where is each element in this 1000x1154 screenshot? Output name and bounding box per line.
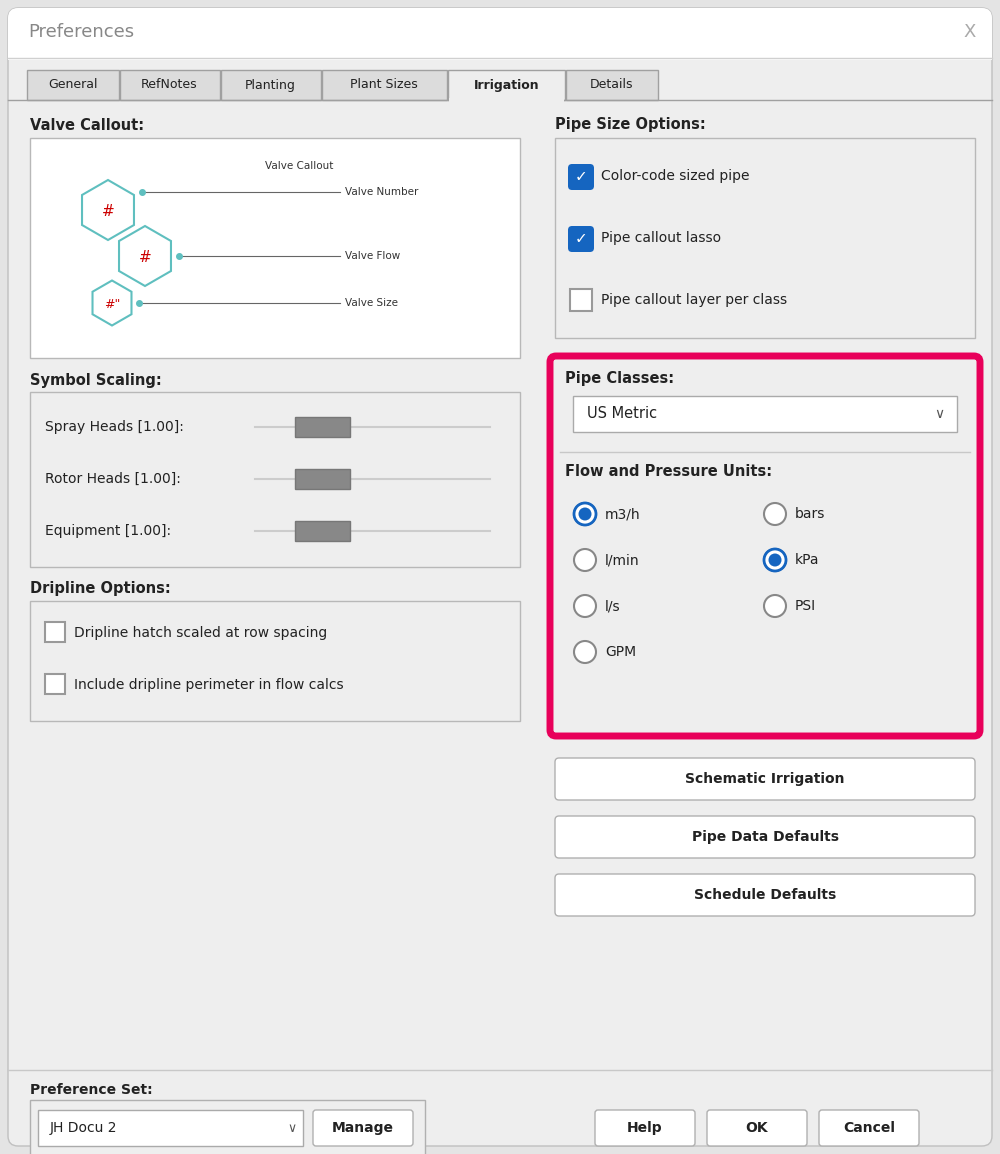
Bar — [295, 417, 350, 437]
Circle shape — [578, 508, 592, 520]
Text: RefNotes: RefNotes — [141, 78, 198, 91]
FancyBboxPatch shape — [568, 164, 594, 190]
Text: Spray Heads [1.00]:: Spray Heads [1.00]: — [45, 420, 184, 434]
Text: #": #" — [104, 298, 120, 310]
Circle shape — [764, 503, 786, 525]
Text: Dripline Options:: Dripline Options: — [30, 582, 171, 597]
Circle shape — [574, 503, 596, 525]
Bar — [27, 70, 119, 100]
FancyBboxPatch shape — [555, 758, 975, 800]
Circle shape — [574, 549, 596, 571]
FancyBboxPatch shape — [707, 1110, 807, 1146]
Text: bars: bars — [795, 507, 825, 520]
Text: Help: Help — [627, 1121, 663, 1136]
Circle shape — [574, 503, 596, 525]
Text: Color-code sized pipe: Color-code sized pipe — [601, 168, 750, 183]
Bar — [449, 98, 564, 102]
Text: Schematic Irrigation: Schematic Irrigation — [685, 772, 845, 786]
Text: Planting: Planting — [245, 78, 296, 91]
Text: ✓: ✓ — [575, 170, 587, 185]
Text: OK: OK — [746, 1121, 768, 1136]
FancyBboxPatch shape — [555, 816, 975, 859]
FancyBboxPatch shape — [8, 8, 992, 60]
FancyBboxPatch shape — [8, 8, 992, 1146]
Bar — [38, 1110, 303, 1146]
Text: Equipment [1.00]:: Equipment [1.00]: — [45, 524, 171, 538]
Text: ∨: ∨ — [287, 1122, 297, 1134]
Text: Pipe Classes:: Pipe Classes: — [565, 370, 674, 385]
Circle shape — [764, 549, 786, 571]
Text: PSI: PSI — [795, 599, 816, 613]
Text: Symbol Scaling:: Symbol Scaling: — [30, 373, 162, 388]
Bar — [120, 70, 220, 100]
Circle shape — [574, 640, 596, 664]
Text: Manage: Manage — [332, 1121, 394, 1136]
Circle shape — [768, 554, 782, 567]
Text: #: # — [102, 204, 114, 219]
FancyBboxPatch shape — [819, 1110, 919, 1146]
Circle shape — [764, 595, 786, 617]
FancyBboxPatch shape — [313, 1110, 413, 1146]
Circle shape — [574, 595, 596, 617]
Text: Rotor Heads [1.00]:: Rotor Heads [1.00]: — [45, 472, 181, 486]
Bar — [30, 601, 520, 721]
Text: General: General — [48, 78, 98, 91]
Polygon shape — [119, 226, 171, 286]
Bar — [295, 520, 350, 541]
FancyBboxPatch shape — [555, 874, 975, 916]
Text: l/s: l/s — [605, 599, 621, 613]
Text: Schedule Defaults: Schedule Defaults — [694, 887, 836, 902]
Text: Valve Number: Valve Number — [345, 187, 418, 197]
Text: US Metric: US Metric — [587, 406, 657, 421]
Text: l/min: l/min — [605, 553, 640, 567]
Bar — [45, 622, 65, 642]
Text: Valve Callout: Valve Callout — [265, 162, 334, 171]
Text: JH Docu 2: JH Docu 2 — [50, 1121, 118, 1136]
Text: Pipe Size Options:: Pipe Size Options: — [555, 118, 706, 133]
Text: Cancel: Cancel — [843, 1121, 895, 1136]
Text: Flow and Pressure Units:: Flow and Pressure Units: — [565, 465, 772, 480]
Text: m3/h: m3/h — [605, 507, 641, 520]
Text: Irrigation: Irrigation — [474, 78, 539, 91]
Text: Valve Callout:: Valve Callout: — [30, 118, 144, 133]
Bar — [570, 288, 592, 310]
Bar — [555, 138, 975, 338]
Text: Preferences: Preferences — [28, 23, 134, 42]
FancyBboxPatch shape — [568, 226, 594, 252]
Bar — [30, 138, 520, 358]
Bar — [573, 396, 957, 432]
Bar — [566, 70, 658, 100]
Text: X: X — [964, 23, 976, 42]
Circle shape — [764, 549, 786, 571]
Text: Pipe callout layer per class: Pipe callout layer per class — [601, 293, 787, 307]
Text: Valve Size: Valve Size — [345, 298, 398, 308]
Bar — [448, 70, 565, 100]
Polygon shape — [82, 180, 134, 240]
Text: kPa: kPa — [795, 553, 820, 567]
Text: Dripline hatch scaled at row spacing: Dripline hatch scaled at row spacing — [74, 625, 327, 640]
Text: ∨: ∨ — [934, 407, 944, 421]
Bar — [220, 70, 320, 100]
Polygon shape — [93, 280, 131, 325]
Text: Details: Details — [590, 78, 634, 91]
FancyBboxPatch shape — [550, 355, 980, 736]
Text: Valve Flow: Valve Flow — [345, 252, 400, 261]
Bar — [295, 469, 350, 489]
Text: Pipe Data Defaults: Pipe Data Defaults — [692, 830, 838, 844]
Bar — [45, 674, 65, 694]
Text: ✓: ✓ — [575, 232, 587, 247]
FancyBboxPatch shape — [595, 1110, 695, 1146]
Text: #: # — [139, 250, 151, 265]
Text: GPM: GPM — [605, 645, 636, 659]
Text: Preference Set:: Preference Set: — [30, 1082, 153, 1097]
Text: Include dripline perimeter in flow calcs: Include dripline perimeter in flow calcs — [74, 679, 344, 692]
Bar — [30, 1100, 425, 1154]
Bar — [30, 392, 520, 567]
Bar — [8, 40, 992, 60]
Text: Pipe callout lasso: Pipe callout lasso — [601, 231, 721, 245]
Text: Plant Sizes: Plant Sizes — [350, 78, 418, 91]
Bar — [322, 70, 447, 100]
